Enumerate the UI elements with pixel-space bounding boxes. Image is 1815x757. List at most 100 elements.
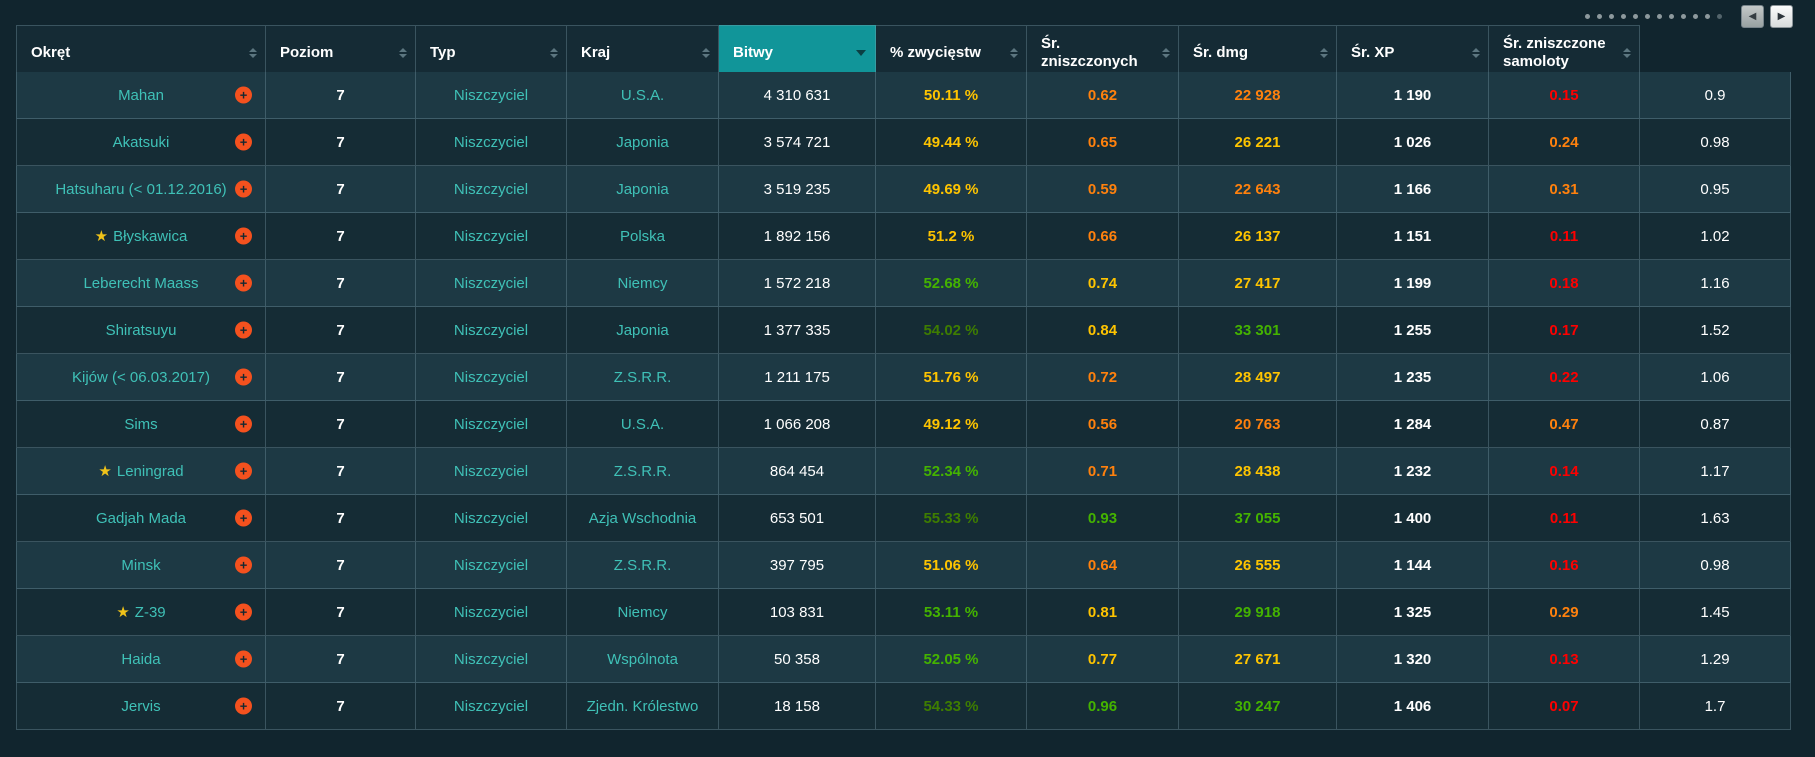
- column-header-planes[interactable]: Śr. zniszczone samoloty: [1489, 25, 1640, 81]
- ship-name-link[interactable]: Błyskawica: [113, 227, 188, 245]
- cell-avg-planes: 0.13: [1489, 636, 1640, 683]
- expand-plus-icon[interactable]: +: [235, 180, 252, 198]
- cell-avg-planes: 0.17: [1489, 307, 1640, 354]
- cell-battles: 4 310 631: [719, 72, 876, 119]
- premium-star-icon: ★: [116, 604, 130, 621]
- cell-avg-xp: 1 166: [1337, 166, 1489, 213]
- expand-plus-icon[interactable]: +: [235, 603, 252, 621]
- expand-plus-icon[interactable]: +: [235, 509, 252, 527]
- expand-plus-icon[interactable]: +: [235, 133, 252, 151]
- expand-plus-icon[interactable]: +: [235, 462, 252, 480]
- cell-avg-planes: 0.31: [1489, 166, 1640, 213]
- cell-win-rate: 51.2 %: [876, 213, 1027, 260]
- cell-avg-frags: 0.77: [1027, 636, 1179, 683]
- cell-avg-planes: 0.14: [1489, 448, 1640, 495]
- ship-name-link[interactable]: Leberecht Maass: [83, 274, 199, 292]
- ship-name-link[interactable]: Kijów (< 06.03.2017): [71, 368, 210, 386]
- cell-win-rate: 52.68 %: [876, 260, 1027, 307]
- cell-avg-planes: 0.07: [1489, 683, 1640, 730]
- cell-tier: 7: [266, 495, 416, 542]
- column-header-type[interactable]: Typ: [416, 25, 567, 81]
- column-pager: ◀ ▶: [1585, 5, 1793, 28]
- ship-name-link[interactable]: Mahan: [118, 86, 164, 104]
- expand-plus-icon[interactable]: +: [235, 227, 252, 245]
- cell-avg-frags: 0.96: [1027, 683, 1179, 730]
- cell-avg-xp: 1 151: [1337, 213, 1489, 260]
- expand-plus-icon[interactable]: +: [235, 321, 252, 339]
- ship-name-link[interactable]: Jervis: [121, 697, 161, 715]
- cell-avg-dmg: 26 555: [1179, 542, 1337, 589]
- cell-type: Niszczyciel: [416, 166, 567, 213]
- ship-name-link[interactable]: Shiratsuyu: [105, 321, 177, 339]
- expand-plus-icon[interactable]: +: [235, 650, 252, 668]
- expand-plus-icon[interactable]: +: [235, 368, 252, 386]
- cell-country: Zjedn. Królestwo: [567, 683, 719, 730]
- column-header-dmg[interactable]: Śr. dmg: [1179, 25, 1337, 81]
- ship-name-link[interactable]: Z-39: [134, 603, 166, 621]
- expand-plus-icon[interactable]: +: [235, 556, 252, 574]
- cell-avg-xp: 1 232: [1337, 448, 1489, 495]
- cell-avg-planes: 0.11: [1489, 495, 1640, 542]
- cell-ship: Leberecht Maass +: [16, 260, 266, 307]
- column-header-win[interactable]: % zwycięstw: [876, 25, 1027, 81]
- ship-name-link[interactable]: Leningrad: [116, 462, 184, 480]
- column-header-label: Śr. zniszczone samoloty: [1503, 35, 1606, 70]
- cell-country: Azja Wschodnia: [567, 495, 719, 542]
- pager-dot: [1597, 14, 1602, 19]
- cell-avg-planes: 0.29: [1489, 589, 1640, 636]
- pager-dot: [1705, 14, 1710, 19]
- pager-dot: [1585, 14, 1590, 19]
- ship-name-link[interactable]: Minsk: [121, 556, 161, 574]
- ship-name-link[interactable]: Sims: [124, 415, 158, 433]
- cell-extra-stat: 1.02: [1640, 213, 1791, 260]
- expand-plus-icon[interactable]: +: [235, 86, 252, 104]
- expand-plus-icon[interactable]: +: [235, 697, 252, 715]
- cell-ship: Gadjah Mada +: [16, 495, 266, 542]
- cell-ship: ★ Z-39 +: [16, 589, 266, 636]
- cell-avg-xp: 1 144: [1337, 542, 1489, 589]
- cell-avg-dmg: 27 417: [1179, 260, 1337, 307]
- cell-extra-stat: 1.17: [1640, 448, 1791, 495]
- cell-battles: 653 501: [719, 495, 876, 542]
- ship-name-link[interactable]: Hatsuharu (< 01.12.2016): [55, 180, 227, 198]
- cell-tier: 7: [266, 260, 416, 307]
- column-header-battles[interactable]: Bitwy: [719, 25, 876, 81]
- cell-avg-frags: 0.93: [1027, 495, 1179, 542]
- ship-name-link[interactable]: Haida: [121, 650, 161, 668]
- column-header-xp[interactable]: Śr. XP: [1337, 25, 1489, 81]
- cell-avg-xp: 1 026: [1337, 119, 1489, 166]
- ship-name-link[interactable]: Gadjah Mada: [95, 509, 187, 527]
- cell-type: Niszczyciel: [416, 354, 567, 401]
- cell-battles: 1 211 175: [719, 354, 876, 401]
- column-header-country[interactable]: Kraj: [567, 25, 719, 81]
- cell-avg-frags: 0.84: [1027, 307, 1179, 354]
- scroll-columns-right-button[interactable]: ▶: [1770, 5, 1793, 28]
- cell-avg-dmg: 27 671: [1179, 636, 1337, 683]
- cell-country: U.S.A.: [567, 401, 719, 448]
- cell-country: Z.S.R.R.: [567, 542, 719, 589]
- ship-name-link[interactable]: Akatsuki: [112, 133, 170, 151]
- sort-toggle-icon: [550, 48, 558, 58]
- column-header-label: Poziom: [280, 44, 334, 61]
- cell-avg-dmg: 26 137: [1179, 213, 1337, 260]
- cell-type: Niszczyciel: [416, 495, 567, 542]
- cell-avg-frags: 0.66: [1027, 213, 1179, 260]
- pager-dot: [1609, 14, 1614, 19]
- cell-extra-stat: 0.9: [1640, 72, 1791, 119]
- column-header-label: Bitwy: [733, 44, 774, 61]
- column-header-frags[interactable]: Śr. zniszczonych: [1027, 25, 1179, 81]
- pager-dots: [1585, 14, 1722, 19]
- cell-avg-xp: 1 325: [1337, 589, 1489, 636]
- scroll-columns-left-button[interactable]: ◀: [1741, 5, 1764, 28]
- column-header-ship[interactable]: Okręt: [16, 25, 266, 81]
- premium-star-icon: ★: [98, 463, 112, 480]
- cell-battles: 1 572 218: [719, 260, 876, 307]
- expand-plus-icon[interactable]: +: [235, 415, 252, 433]
- cell-type: Niszczyciel: [416, 72, 567, 119]
- cell-avg-dmg: 30 247: [1179, 683, 1337, 730]
- expand-plus-icon[interactable]: +: [235, 274, 252, 292]
- cell-type: Niszczyciel: [416, 307, 567, 354]
- cell-battles: 397 795: [719, 542, 876, 589]
- column-header-tier[interactable]: Poziom: [266, 25, 416, 81]
- cell-ship: Haida +: [16, 636, 266, 683]
